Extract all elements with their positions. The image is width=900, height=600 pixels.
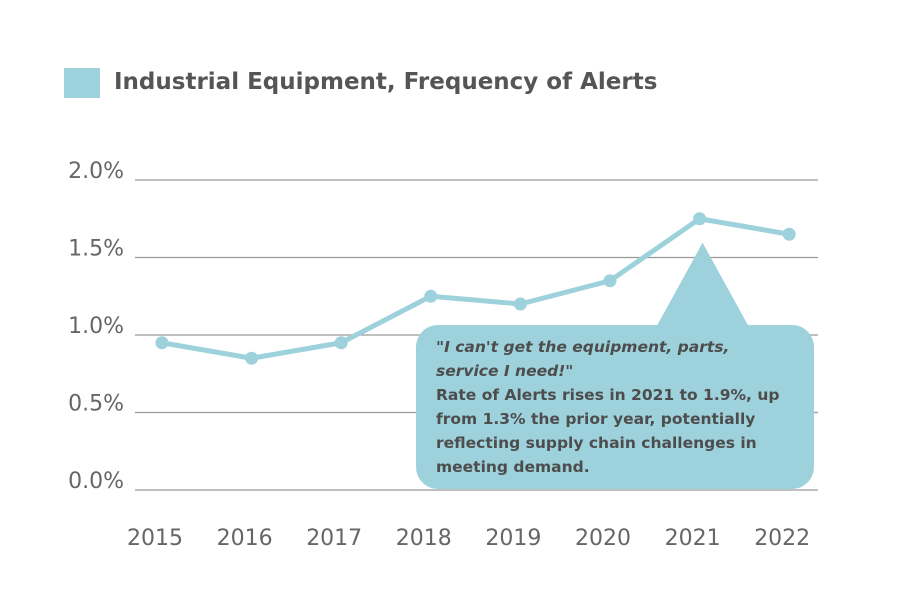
legend-swatch (64, 68, 100, 98)
x-tick-label: 2017 (306, 526, 362, 551)
x-tick-label: 2019 (485, 526, 541, 551)
x-tick-label: 2016 (217, 526, 273, 551)
y-tick-label: 2.0% (68, 159, 124, 184)
annotation-body: Rate of Alerts rises in 2021 to 1.9%, up… (436, 386, 780, 476)
data-point-2015 (155, 336, 169, 350)
annotation-callout (416, 242, 814, 489)
data-point-2016 (245, 351, 259, 365)
data-point-2017 (334, 336, 348, 350)
chart-title: Industrial Equipment, Frequency of Alert… (114, 69, 657, 95)
x-axis: 2015 2016 2017 2018 2019 2020 2021 2022 (127, 526, 810, 551)
annotation-quote: "I can't get the equipment, parts, servi… (436, 338, 730, 380)
y-axis: 0.0% 0.5% 1.0% 1.5% 2.0% (68, 159, 124, 494)
callout-box (416, 325, 814, 489)
data-series (155, 212, 796, 365)
series-line (159, 216, 792, 361)
y-tick-label: 1.0% (68, 314, 124, 339)
data-point-2022 (782, 227, 796, 241)
x-tick-label: 2021 (665, 526, 721, 551)
y-tick-label: 0.5% (68, 392, 124, 417)
y-tick-label: 1.5% (68, 237, 124, 262)
x-tick-label: 2015 (127, 526, 183, 551)
y-tick-label: 0.0% (68, 469, 124, 494)
callout-pointer (654, 242, 751, 330)
x-tick-label: 2020 (575, 526, 631, 551)
annotation-text: "I can't get the equipment, parts, servi… (416, 326, 800, 479)
data-point-2018 (424, 289, 438, 303)
data-point-2021 (693, 212, 707, 226)
data-point-2020 (603, 274, 617, 288)
data-point-2019 (513, 297, 527, 311)
x-tick-label: 2022 (754, 526, 810, 551)
legend: Industrial Equipment, Frequency of Alert… (64, 68, 657, 98)
x-tick-label: 2018 (396, 526, 452, 551)
